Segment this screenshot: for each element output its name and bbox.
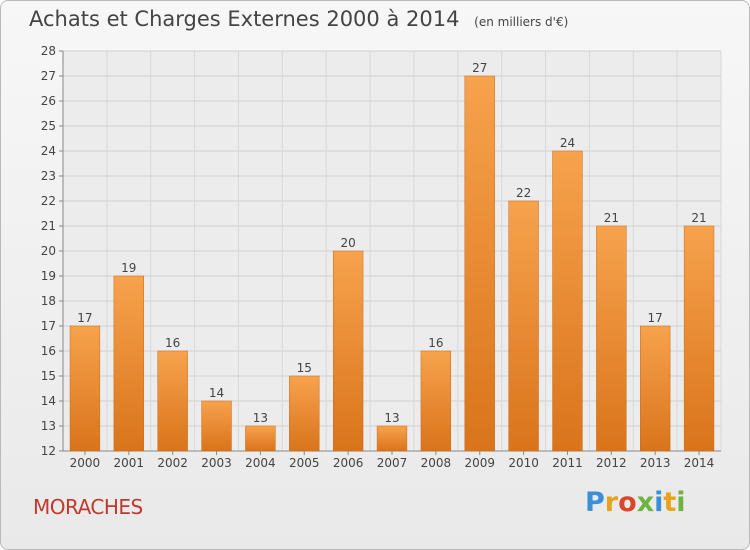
- bar: [245, 425, 276, 452]
- y-tick-label: 24: [41, 144, 56, 158]
- y-tick-label: 14: [41, 394, 56, 408]
- logo-letter: i: [676, 487, 686, 518]
- y-tick-label: 18: [41, 294, 56, 308]
- bar: [420, 350, 452, 452]
- bar: [683, 225, 715, 452]
- y-tick-label: 16: [41, 344, 56, 358]
- data-label: 14: [209, 386, 224, 400]
- y-tick-label: 19: [41, 269, 56, 283]
- x-tick-label: 2013: [640, 456, 671, 470]
- data-label: 21: [604, 211, 619, 225]
- data-label: 17: [648, 311, 663, 325]
- x-tick-label: 2002: [157, 456, 188, 470]
- data-label: 20: [340, 236, 355, 250]
- bar: [508, 200, 539, 452]
- x-tick-label: 2012: [596, 456, 627, 470]
- data-label: 16: [165, 336, 180, 350]
- y-tick-label: 27: [41, 69, 56, 83]
- data-label: 13: [384, 411, 399, 425]
- y-tick-label: 21: [41, 219, 56, 233]
- x-tick-label: 2010: [508, 456, 539, 470]
- chart-title: Achats et Charges Externes 2000 à 2014 (…: [29, 7, 568, 31]
- bar: [376, 425, 408, 452]
- y-tick-label: 12: [41, 444, 56, 458]
- logo-letter: i: [654, 487, 664, 518]
- logo-letter: x: [636, 487, 655, 518]
- data-label: 13: [253, 411, 268, 425]
- y-tick-label: 26: [41, 94, 56, 108]
- data-label: 24: [560, 136, 575, 150]
- y-tick-label: 28: [41, 44, 56, 58]
- logo-letter: P: [585, 487, 605, 518]
- bar: [332, 250, 364, 452]
- y-tick-label: 22: [41, 194, 56, 208]
- bar: [596, 225, 627, 452]
- x-tick-label: 2000: [70, 456, 101, 470]
- x-tick-label: 2006: [333, 456, 364, 470]
- y-tick-label: 17: [41, 319, 56, 333]
- x-tick-label: 2011: [552, 456, 583, 470]
- x-tick-label: 2008: [421, 456, 452, 470]
- data-label: 19: [121, 261, 136, 275]
- chart-title-text: Achats et Charges Externes 2000 à 2014: [29, 7, 460, 31]
- bar: [289, 375, 320, 452]
- commune-name: MORACHES: [33, 495, 143, 519]
- data-label: 27: [472, 61, 487, 75]
- y-tick-label: 25: [41, 119, 56, 133]
- y-tick-label: 23: [41, 169, 56, 183]
- x-tick-label: 2004: [245, 456, 276, 470]
- bar: [552, 150, 583, 452]
- data-label: 21: [691, 211, 706, 225]
- x-tick-label: 2001: [114, 456, 145, 470]
- bar: [464, 75, 495, 452]
- x-tick-label: 2005: [289, 456, 320, 470]
- bar: [157, 350, 188, 452]
- y-tick-label: 13: [41, 419, 56, 433]
- bar: [113, 275, 144, 452]
- data-label: 22: [516, 186, 531, 200]
- logo-letter: o: [618, 487, 637, 518]
- proxiti-logo: Proxiti: [585, 487, 686, 518]
- bar: [69, 325, 101, 452]
- data-label: 16: [428, 336, 443, 350]
- y-tick-label: 20: [41, 244, 56, 258]
- x-tick-label: 2009: [464, 456, 495, 470]
- logo-letter: r: [604, 487, 619, 518]
- bar: [640, 325, 671, 452]
- chart-subtitle: (en milliers d'€): [474, 15, 569, 29]
- y-tick-label: 15: [41, 369, 56, 383]
- x-tick-label: 2014: [684, 456, 715, 470]
- data-label: 17: [77, 311, 92, 325]
- logo-letter: t: [663, 487, 677, 518]
- x-tick-label: 2003: [201, 456, 232, 470]
- x-tick-label: 2007: [377, 456, 408, 470]
- bar: [201, 400, 232, 452]
- data-label: 15: [297, 361, 312, 375]
